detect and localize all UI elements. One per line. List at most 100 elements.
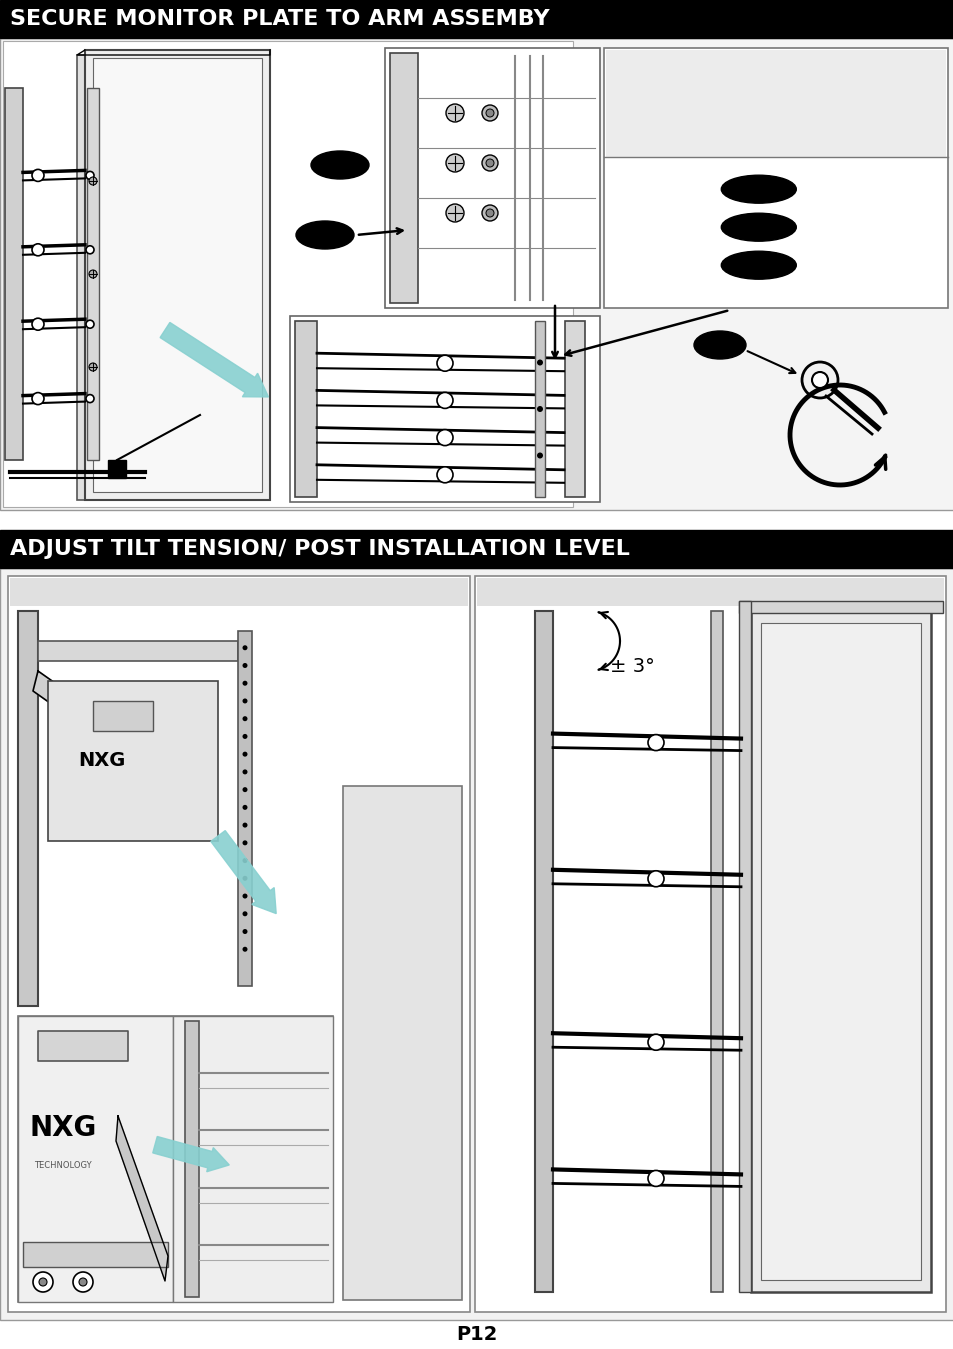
Polygon shape bbox=[116, 1116, 168, 1282]
Text: NXG: NXG bbox=[78, 751, 125, 770]
Circle shape bbox=[242, 929, 247, 934]
Circle shape bbox=[242, 947, 247, 952]
Circle shape bbox=[32, 244, 44, 256]
Bar bbox=[38, 1031, 128, 1062]
Text: ADJUST TILT TENSION/ POST INSTALLATION LEVEL: ADJUST TILT TENSION/ POST INSTALLATION L… bbox=[10, 540, 629, 558]
Circle shape bbox=[242, 662, 247, 668]
Ellipse shape bbox=[693, 331, 745, 359]
Bar bbox=[0, 530, 953, 568]
FancyArrow shape bbox=[211, 831, 276, 913]
Circle shape bbox=[446, 104, 463, 121]
Ellipse shape bbox=[720, 251, 796, 279]
Bar bbox=[77, 55, 270, 500]
Bar bbox=[605, 50, 945, 158]
Circle shape bbox=[647, 735, 663, 750]
Bar bbox=[476, 577, 943, 606]
Circle shape bbox=[242, 716, 247, 722]
Circle shape bbox=[436, 467, 453, 483]
Bar bbox=[48, 681, 218, 840]
Circle shape bbox=[33, 1272, 53, 1292]
Circle shape bbox=[242, 751, 247, 757]
Circle shape bbox=[485, 159, 494, 167]
Bar bbox=[18, 1016, 333, 1302]
Circle shape bbox=[242, 805, 247, 809]
Bar bbox=[172, 1016, 333, 1302]
Bar bbox=[87, 88, 99, 460]
Circle shape bbox=[537, 359, 542, 366]
Bar bbox=[760, 623, 920, 1280]
Bar bbox=[294, 321, 316, 496]
Bar bbox=[10, 577, 468, 606]
Circle shape bbox=[86, 171, 94, 179]
Bar bbox=[739, 602, 750, 1292]
Bar bbox=[475, 576, 945, 1313]
Circle shape bbox=[242, 912, 247, 916]
Bar bbox=[18, 1016, 172, 1302]
Circle shape bbox=[242, 769, 247, 774]
Bar bbox=[710, 611, 722, 1292]
Circle shape bbox=[89, 270, 97, 278]
Bar bbox=[5, 88, 23, 460]
Circle shape bbox=[242, 734, 247, 739]
Circle shape bbox=[32, 170, 44, 181]
Circle shape bbox=[446, 204, 463, 223]
Bar bbox=[385, 49, 599, 308]
Circle shape bbox=[39, 1278, 47, 1286]
Circle shape bbox=[647, 871, 663, 886]
Bar bbox=[535, 321, 544, 496]
Circle shape bbox=[242, 681, 247, 685]
Circle shape bbox=[242, 699, 247, 703]
Circle shape bbox=[436, 355, 453, 371]
Bar bbox=[92, 701, 152, 731]
Circle shape bbox=[73, 1272, 92, 1292]
Circle shape bbox=[481, 105, 497, 121]
Circle shape bbox=[537, 452, 542, 459]
Circle shape bbox=[485, 209, 494, 217]
Circle shape bbox=[485, 109, 494, 117]
Bar bbox=[3, 40, 573, 507]
Circle shape bbox=[32, 318, 44, 331]
Bar bbox=[0, 568, 953, 1321]
Circle shape bbox=[242, 893, 247, 898]
Circle shape bbox=[86, 246, 94, 254]
Bar bbox=[290, 316, 599, 502]
Ellipse shape bbox=[720, 213, 796, 241]
Circle shape bbox=[242, 876, 247, 881]
Bar bbox=[237, 631, 252, 986]
Bar bbox=[739, 602, 942, 612]
Bar bbox=[85, 50, 270, 500]
Text: NXG: NXG bbox=[30, 1114, 97, 1143]
Circle shape bbox=[79, 1278, 87, 1286]
Polygon shape bbox=[33, 670, 208, 811]
Circle shape bbox=[32, 393, 44, 405]
Circle shape bbox=[86, 395, 94, 402]
Bar bbox=[564, 321, 584, 496]
Circle shape bbox=[242, 786, 247, 792]
Circle shape bbox=[537, 406, 542, 411]
Circle shape bbox=[242, 823, 247, 827]
Circle shape bbox=[436, 393, 453, 409]
Bar bbox=[23, 1242, 168, 1267]
Bar bbox=[390, 53, 417, 304]
Circle shape bbox=[811, 372, 827, 389]
Text: P12: P12 bbox=[456, 1326, 497, 1345]
Circle shape bbox=[89, 363, 97, 371]
Text: ± 3°: ± 3° bbox=[609, 657, 654, 676]
Bar bbox=[0, 0, 953, 38]
Bar bbox=[603, 49, 947, 308]
Circle shape bbox=[242, 645, 247, 650]
FancyArrow shape bbox=[152, 1136, 229, 1172]
Text: SECURE MONITOR PLATE TO ARM ASSEMBY: SECURE MONITOR PLATE TO ARM ASSEMBY bbox=[10, 9, 549, 28]
Bar bbox=[92, 58, 262, 492]
Circle shape bbox=[436, 429, 453, 445]
Ellipse shape bbox=[295, 221, 354, 250]
Bar bbox=[108, 460, 126, 478]
Circle shape bbox=[801, 362, 837, 398]
Text: TECHNOLOGY: TECHNOLOGY bbox=[34, 1160, 91, 1170]
Bar bbox=[750, 611, 930, 1292]
Bar bbox=[38, 641, 237, 661]
Ellipse shape bbox=[720, 175, 796, 204]
Bar bbox=[535, 611, 553, 1292]
Bar bbox=[0, 38, 953, 510]
Bar bbox=[8, 576, 470, 1313]
